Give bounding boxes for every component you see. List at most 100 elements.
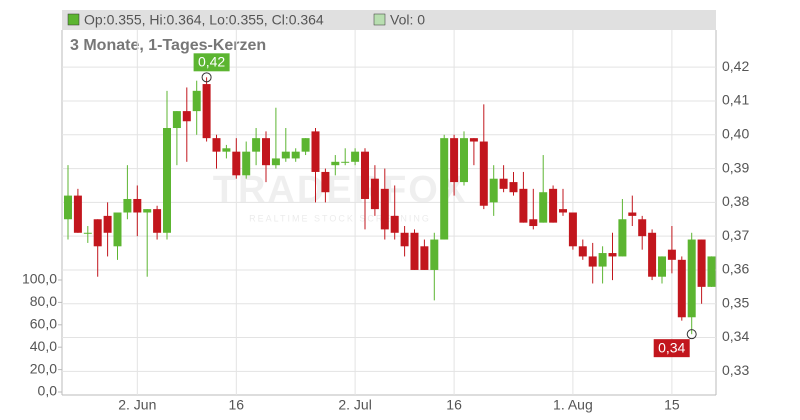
- candle-body: [559, 209, 567, 213]
- candle-body: [568, 212, 577, 247]
- low-label: 0,34: [658, 339, 685, 355]
- volume-tick-label: 60,0: [30, 316, 57, 332]
- low-label-bg: [653, 339, 690, 358]
- candle-body: [370, 178, 379, 210]
- candle-body: [281, 151, 290, 159]
- volume-tick-label: 100,0: [22, 271, 57, 287]
- candle-body: [123, 198, 132, 213]
- candle-body: [509, 182, 518, 193]
- ohlc-header: Op:0.355, Hi:0.364, Lo:0.355, Cl:0.364: [84, 12, 324, 28]
- candle-body: [400, 232, 409, 247]
- candle-body: [588, 256, 597, 267]
- candle-body: [202, 84, 211, 139]
- candle-body: [93, 219, 102, 247]
- candle-body: [271, 158, 280, 166]
- y-tick-label: 0,33: [722, 362, 749, 378]
- watermark: TRADERFOX: [213, 169, 467, 211]
- y-tick-label: 0,36: [722, 261, 749, 277]
- y-tick-label: 0,41: [722, 92, 749, 108]
- candle-body: [361, 151, 369, 199]
- x-tick-label: 15: [664, 397, 680, 413]
- candle-body: [331, 161, 340, 166]
- x-tick-label: 16: [229, 397, 245, 413]
- candle-body: [222, 148, 231, 152]
- x-tick-label: 2. Jul: [338, 397, 371, 413]
- candle-body: [212, 138, 221, 152]
- legend-swatch: [67, 13, 80, 26]
- candle-body: [687, 239, 696, 318]
- candle-body: [420, 246, 429, 270]
- candle-body: [638, 219, 647, 237]
- candle-body: [479, 141, 488, 206]
- candle-body: [489, 178, 498, 203]
- candle-body: [549, 188, 558, 223]
- y-tick-label: 0,39: [722, 159, 749, 175]
- candle-body: [598, 253, 607, 267]
- candle-body: [182, 111, 191, 122]
- candle-body: [460, 138, 468, 183]
- y-tick-label: 0,37: [722, 227, 749, 243]
- candle-body: [163, 128, 171, 233]
- watermark-sub: REALTIME STOCK SCREENING: [249, 213, 431, 223]
- candle-body: [667, 249, 676, 260]
- candle-body: [242, 151, 251, 176]
- candle-body: [321, 171, 330, 193]
- y-tick-label: 0,35: [722, 294, 749, 310]
- candle-body: [262, 138, 270, 166]
- candle-body: [291, 151, 300, 159]
- volume-tick-label: 40,0: [30, 338, 57, 354]
- candle-body: [430, 239, 439, 270]
- y-tick-label: 0,40: [722, 125, 749, 141]
- candle-body: [608, 253, 617, 257]
- candle-body: [539, 192, 548, 223]
- candle-body: [707, 256, 716, 287]
- candle-body: [73, 195, 82, 233]
- candle-body: [143, 209, 152, 213]
- candle-body: [172, 111, 181, 129]
- candle-body: [192, 90, 201, 112]
- candle-body: [628, 212, 637, 216]
- volume-header: Vol: 0: [390, 12, 425, 28]
- candle-body: [153, 209, 162, 233]
- header-bar: [62, 10, 716, 30]
- candle-body: [697, 239, 706, 287]
- candle-body: [103, 215, 112, 233]
- candle-body: [83, 232, 92, 234]
- candle-body: [677, 259, 686, 318]
- volume-tick-label: 0,0: [38, 383, 58, 399]
- candle-body: [450, 138, 459, 183]
- candle-body: [440, 138, 449, 240]
- volume-swatch: [373, 13, 386, 26]
- x-tick-label: 1. Aug: [553, 397, 593, 413]
- volume-tick-label: 20,0: [30, 360, 57, 376]
- candle-body: [648, 232, 657, 277]
- high-marker: [201, 72, 212, 83]
- candle-body: [311, 131, 320, 172]
- y-tick-label: 0,34: [722, 328, 749, 344]
- high-label: 0,42: [198, 54, 225, 70]
- candle-body: [351, 151, 360, 162]
- candle-body: [232, 151, 241, 176]
- candle-body: [469, 138, 478, 142]
- candle-body: [499, 178, 508, 189]
- subtitle: 3 Monate, 1-Tages-Kerzen: [70, 37, 266, 54]
- candle-body: [578, 246, 587, 257]
- candle-body: [519, 188, 528, 223]
- candle-body: [618, 219, 627, 257]
- candle-body: [301, 138, 310, 152]
- candle-body: [113, 212, 122, 247]
- y-tick-label: 0,38: [722, 193, 749, 209]
- candle-body: [133, 198, 142, 213]
- candle-body: [658, 256, 666, 277]
- y-tick-label: 0,42: [722, 58, 749, 74]
- candle-body: [341, 161, 350, 163]
- candle-body: [252, 138, 261, 152]
- volume-tick-label: 80,0: [30, 293, 57, 309]
- candle-body: [64, 195, 72, 220]
- candle-body: [410, 232, 419, 270]
- low-marker: [686, 329, 697, 340]
- candle-body: [390, 215, 399, 233]
- x-tick-label: 16: [446, 397, 462, 413]
- candle-body: [380, 188, 389, 230]
